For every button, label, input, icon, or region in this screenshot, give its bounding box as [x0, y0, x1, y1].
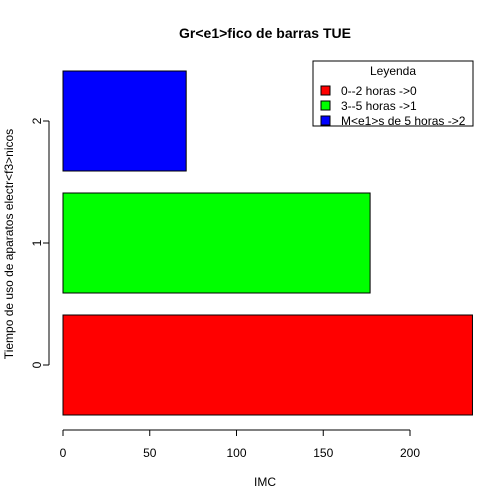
legend-title: Leyenda: [370, 64, 416, 78]
y-axis: 0 1 2: [30, 117, 50, 368]
x-axis: 0 50 100 150 200: [60, 429, 420, 460]
y-tick-label: 0: [30, 361, 44, 368]
x-tick-label: 0: [60, 446, 67, 460]
legend: Leyenda 0--2 horas ->03--5 horas ->1M<e1>…: [312, 60, 474, 128]
legend-entry-label: M<e1>s de 5 horas ->2: [341, 114, 466, 128]
legend-swatch: [320, 85, 331, 96]
y-tick-label: 2: [30, 117, 44, 124]
x-tick-label: 50: [143, 446, 157, 460]
x-tick-label: 200: [400, 446, 420, 460]
y-axis-label: Tiempo de uso de aparatos electr<f3>nico…: [2, 129, 16, 359]
y-tick-label: 1: [30, 239, 44, 246]
bar-2: [62, 70, 187, 172]
x-tick-label: 100: [226, 446, 246, 460]
chart-title: Gr<e1>fico de barras TUE: [179, 25, 351, 41]
legend-entry-label: 3--5 horas ->1: [341, 99, 417, 113]
legend-swatch: [320, 100, 331, 111]
legend-box: [312, 60, 474, 127]
bar-0: [62, 314, 473, 416]
bar-1: [62, 192, 371, 294]
x-tick-label: 150: [313, 446, 333, 460]
bars-group: [62, 70, 473, 416]
legend-swatch: [320, 115, 331, 126]
legend-entry-label: 0--2 horas ->0: [341, 84, 417, 98]
x-axis-label: IMC: [254, 475, 276, 489]
